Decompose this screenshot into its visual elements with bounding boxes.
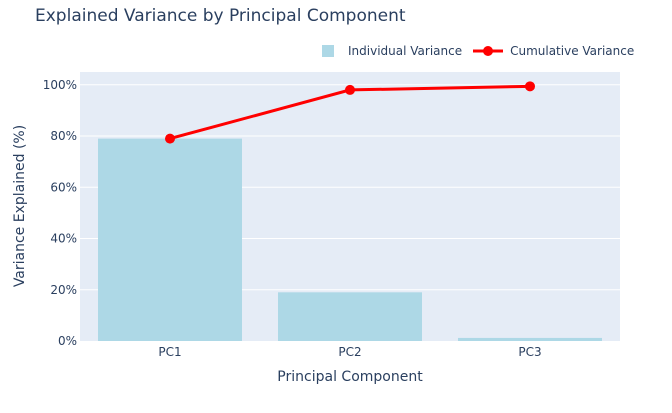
legend-item-individual[interactable]: Individual Variance (322, 44, 462, 58)
x-tick-label: PC3 (518, 345, 541, 359)
bar-pc2[interactable] (278, 292, 422, 341)
y-tick-label: 100% (43, 78, 77, 92)
y-tick-label: 60% (50, 180, 77, 194)
chart-title: Explained Variance by Principal Componen… (35, 6, 406, 26)
bar-pc3[interactable] (458, 337, 602, 341)
bar-pc1[interactable] (98, 138, 242, 341)
y-tick-label: 80% (50, 129, 77, 143)
y-tick-label: 20% (50, 283, 77, 297)
y-tick-label: 0% (58, 334, 77, 348)
legend-label-cumulative: Cumulative Variance (510, 44, 635, 58)
x-tick-label: PC1 (158, 345, 181, 359)
y-tick-label: 40% (50, 232, 77, 246)
legend: Individual Variance Cumulative Variance (322, 44, 644, 58)
cumulative-marker-pc1[interactable] (165, 133, 175, 144)
legend-label-individual: Individual Variance (348, 44, 463, 58)
x-tick-label: PC2 (338, 345, 361, 359)
bar-swatch-icon (322, 45, 334, 57)
cumulative-marker-pc3[interactable] (525, 81, 535, 92)
cumulative-marker-pc2[interactable] (345, 84, 355, 95)
x-axis-title: Principal Component (277, 369, 423, 385)
line-marker-swatch-icon (473, 46, 504, 56)
legend-item-cumulative[interactable]: Cumulative Variance (472, 44, 634, 58)
